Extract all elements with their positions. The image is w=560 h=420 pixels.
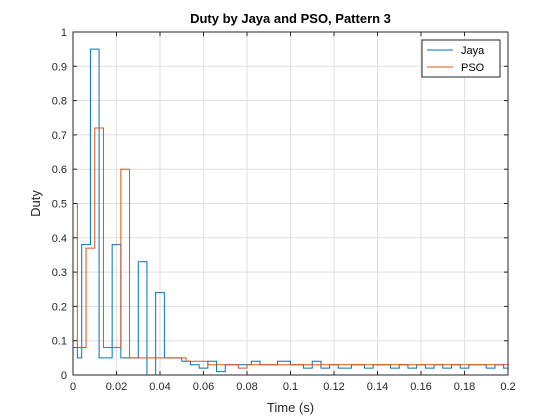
axis-ticks bbox=[72, 31, 509, 376]
x-tick-label: 0.12 bbox=[323, 381, 344, 393]
y-tick-label: 0.2 bbox=[52, 301, 67, 313]
chart-title: Duty by Jaya and PSO, Pattern 3 bbox=[190, 11, 391, 26]
y-tick-label: 0.9 bbox=[52, 61, 67, 73]
x-tick-label: 0 bbox=[70, 381, 76, 393]
y-tick-label: 0.3 bbox=[52, 267, 67, 279]
series-layer bbox=[73, 48, 508, 376]
x-tick-label: 0.04 bbox=[149, 381, 170, 393]
x-tick-label: 0.16 bbox=[410, 381, 431, 393]
legend-label-jaya: Jaya bbox=[461, 45, 485, 57]
y-tick-label: 0 bbox=[61, 370, 67, 382]
grid-lines bbox=[73, 32, 508, 375]
tick-labels: 0 0.02 0.04 0.06 0.08 0.1 0.12 0.14 0.16 0.18 0.2 0… bbox=[52, 27, 516, 393]
y-tick-label: 0.8 bbox=[52, 96, 67, 108]
y-tick-label: 0.5 bbox=[52, 199, 67, 211]
x-axis-label: Time (s) bbox=[267, 400, 314, 415]
x-tick-label: 0.06 bbox=[193, 381, 214, 393]
y-tick-label: 0.4 bbox=[52, 233, 67, 245]
x-tick-label: 0.02 bbox=[106, 381, 127, 393]
x-tick-label: 0.14 bbox=[367, 381, 388, 393]
x-tick-label: 0.18 bbox=[454, 381, 475, 393]
y-tick-label: 0.7 bbox=[52, 130, 67, 142]
y-tick-label: 1 bbox=[61, 27, 67, 39]
x-tick-label: 0.2 bbox=[500, 381, 515, 393]
legend-label-pso: PSO bbox=[461, 62, 485, 74]
legend-box bbox=[421, 39, 501, 78]
x-tick-label: 0.08 bbox=[236, 381, 257, 393]
y-axis-label: Duty bbox=[28, 190, 43, 217]
series-line-pso bbox=[73, 127, 508, 369]
y-tick-label: 0.6 bbox=[52, 164, 67, 176]
x-tick-label: 0.1 bbox=[283, 381, 298, 393]
legend: Jaya PSO bbox=[421, 39, 501, 78]
y-tick-label: 0.1 bbox=[52, 336, 67, 348]
